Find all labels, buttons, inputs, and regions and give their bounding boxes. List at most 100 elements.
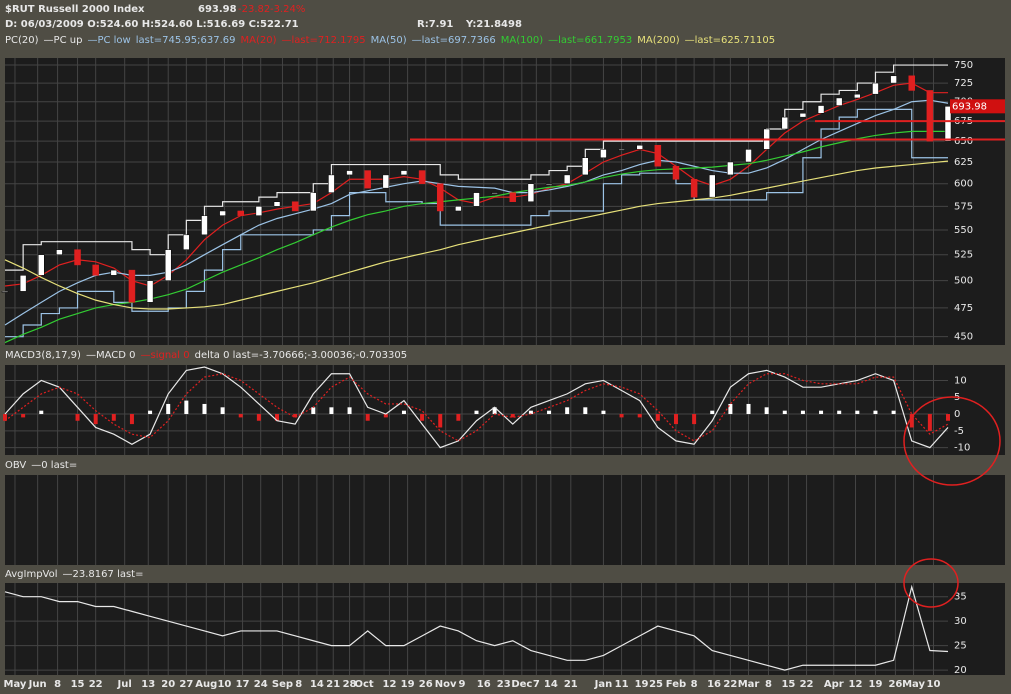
y-tick-label: 10 (954, 375, 967, 386)
x-tick-label: 26 (888, 679, 902, 690)
candle (219, 210, 226, 216)
candle (835, 97, 843, 106)
legend-entry: —last=625.71105 (685, 35, 776, 46)
candle (636, 144, 643, 150)
histogram-bar (275, 414, 280, 421)
histogram-bar (329, 407, 334, 415)
histogram-bar (565, 407, 570, 415)
candle (527, 183, 535, 202)
x-tick-label: Feb (666, 679, 686, 690)
ohlc: D: 06/03/2009 O:524.60 H:524.60 L:516.69… (5, 19, 299, 30)
candle (799, 112, 807, 118)
symbol: $RUT Russell 2000 Index (5, 4, 145, 15)
histogram-bar (347, 407, 352, 415)
candle (690, 179, 698, 198)
legend-entry: —PC low (87, 35, 130, 46)
x-tick-label: May (902, 679, 925, 690)
x-tick-label: 19 (401, 679, 415, 690)
histogram-bar (474, 410, 479, 415)
x-tick-label: 16 (707, 679, 721, 690)
highlight-circle (903, 396, 1001, 486)
histogram-bar (93, 414, 98, 425)
histogram-bar (456, 414, 461, 421)
histogram-bar (438, 414, 443, 428)
candle (1, 291, 9, 293)
candle (364, 170, 371, 189)
histogram-bar (492, 407, 497, 415)
histogram-bar (383, 414, 388, 418)
histogram-bar (420, 414, 425, 421)
candle (291, 201, 299, 212)
histogram-bar (619, 414, 624, 418)
x-tick-label: 15 (781, 679, 795, 690)
y-tick-label: 20 (954, 665, 967, 676)
x-tick-label: Apr (824, 679, 844, 690)
y-tick-label: 625 (954, 157, 973, 168)
candle (38, 254, 45, 276)
candle (654, 144, 662, 167)
candle (618, 149, 625, 151)
histogram-bar (728, 403, 733, 415)
candle (436, 183, 444, 212)
x-tick-label: 8 (691, 679, 698, 690)
legend-entry: —23.8167 last= (63, 569, 144, 580)
y-tick-label: 35 (954, 592, 967, 603)
candle (582, 157, 589, 176)
candle (164, 249, 172, 281)
x-tick-label: 7 (533, 679, 540, 690)
candle (600, 149, 607, 159)
legend-entry: MA(20) (240, 35, 276, 46)
last-price-box (950, 99, 1005, 114)
y-tick-label: -5 (954, 426, 964, 437)
candle (146, 280, 154, 303)
legend-entry: MA(100) (501, 35, 543, 46)
x-tick-label: 22 (800, 679, 814, 690)
candle (727, 161, 734, 176)
histogram-bar (365, 414, 370, 421)
histogram-bar (710, 410, 715, 415)
x-tick-label: 14 (544, 679, 558, 690)
x-tick-label: 8 (765, 679, 772, 690)
candle (854, 93, 861, 99)
legend-entry: MA(50) (371, 35, 407, 46)
candle (944, 106, 952, 142)
series-line (4, 584, 949, 671)
x-tick-label: 25 (649, 679, 663, 690)
x-tick-label: 23 (497, 679, 511, 690)
x-tick-label: 15 (71, 679, 85, 690)
candle (473, 192, 480, 207)
candle (92, 264, 99, 276)
y-tick-label: 475 (954, 303, 973, 314)
histogram-bar (21, 414, 26, 418)
histogram-bar (184, 400, 189, 415)
x-tick-label: 10 (927, 679, 941, 690)
candle (491, 192, 498, 194)
histogram-bar (166, 403, 171, 415)
histogram-bar (39, 410, 44, 415)
histogram-bar (927, 414, 932, 431)
r-value: R:7.91 (417, 19, 453, 30)
y-tick-label: 550 (954, 225, 973, 236)
histogram-bar (837, 410, 842, 415)
candle (346, 170, 353, 176)
x-tick-label: 12 (849, 679, 863, 690)
histogram-bar (148, 410, 153, 415)
candle (382, 174, 390, 189)
candle (455, 206, 462, 212)
y-tick-label: 500 (954, 276, 973, 287)
histogram-bar (510, 414, 515, 418)
candle (817, 105, 825, 114)
histogram-bar (746, 403, 751, 415)
legend-entry: PC(20) (5, 35, 39, 46)
x-tick-label: 22 (723, 679, 737, 690)
histogram-bar (655, 414, 660, 421)
x-tick-label: 12 (382, 679, 396, 690)
pane (5, 475, 1005, 565)
series-line (4, 373, 949, 442)
histogram-bar (673, 414, 678, 425)
histogram-bar (3, 414, 7, 421)
histogram-bar (583, 407, 588, 415)
series-line (4, 366, 949, 449)
histogram-bar (637, 414, 642, 418)
legend-entry: —0 last= (31, 460, 77, 471)
